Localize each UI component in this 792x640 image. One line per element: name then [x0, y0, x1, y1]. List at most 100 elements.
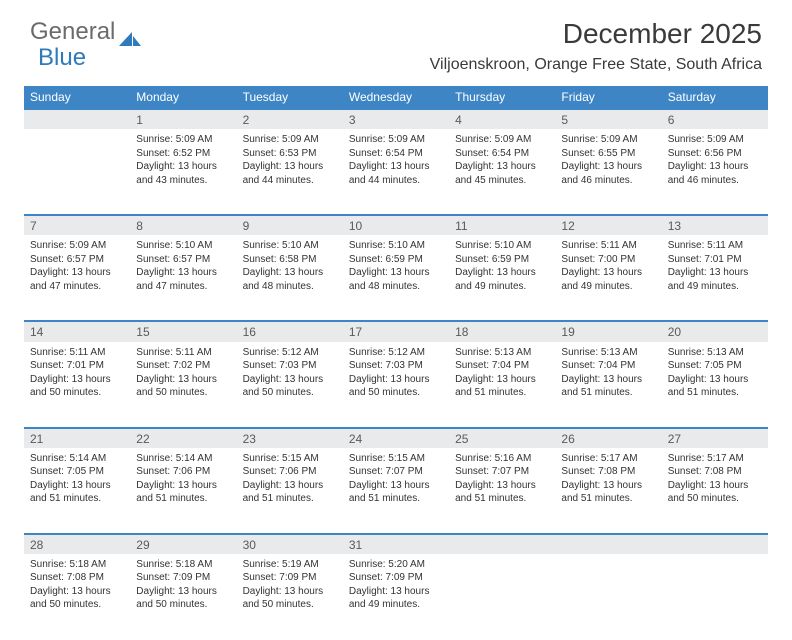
weekday-header: Sunday — [24, 86, 130, 109]
day-content-cell: Sunrise: 5:09 AMSunset: 6:55 PMDaylight:… — [555, 129, 661, 215]
daylight-line2: and 50 minutes. — [668, 492, 762, 506]
sunset-text: Sunset: 7:09 PM — [243, 571, 337, 585]
day-content-cell: Sunrise: 5:11 AMSunset: 7:02 PMDaylight:… — [130, 342, 236, 428]
daylight-line2: and 51 minutes. — [455, 386, 549, 400]
day-content-cell: Sunrise: 5:14 AMSunset: 7:05 PMDaylight:… — [24, 448, 130, 534]
day-content-cell: Sunrise: 5:10 AMSunset: 6:59 PMDaylight:… — [449, 235, 555, 321]
sunrise-text: Sunrise: 5:18 AM — [30, 558, 124, 572]
daylight-line1: Daylight: 13 hours — [455, 160, 549, 174]
sunrise-text: Sunrise: 5:10 AM — [349, 239, 443, 253]
sunset-text: Sunset: 7:05 PM — [668, 359, 762, 373]
sunset-text: Sunset: 7:04 PM — [455, 359, 549, 373]
location-text: Viljoenskroon, Orange Free State, South … — [430, 56, 762, 74]
sunset-text: Sunset: 7:08 PM — [30, 571, 124, 585]
day-content-cell: Sunrise: 5:18 AMSunset: 7:08 PMDaylight:… — [24, 554, 130, 640]
weekday-header: Wednesday — [343, 86, 449, 109]
day-content-cell: Sunrise: 5:10 AMSunset: 6:58 PMDaylight:… — [237, 235, 343, 321]
daylight-line2: and 51 minutes. — [668, 386, 762, 400]
day-number-cell: 13 — [662, 215, 768, 235]
month-title: December 2025 — [430, 18, 762, 50]
day-number-cell: 29 — [130, 534, 236, 554]
sunrise-text: Sunrise: 5:11 AM — [136, 346, 230, 360]
daylight-line2: and 50 minutes. — [30, 386, 124, 400]
sunrise-text: Sunrise: 5:17 AM — [561, 452, 655, 466]
day-content-cell: Sunrise: 5:14 AMSunset: 7:06 PMDaylight:… — [130, 448, 236, 534]
daylight-line2: and 43 minutes. — [136, 174, 230, 188]
sunset-text: Sunset: 7:01 PM — [668, 253, 762, 267]
daynum-row: 78910111213 — [24, 215, 768, 235]
day-content-cell — [662, 554, 768, 640]
sunrise-text: Sunrise: 5:09 AM — [30, 239, 124, 253]
day-content-cell — [24, 129, 130, 215]
day-content-cell: Sunrise: 5:18 AMSunset: 7:09 PMDaylight:… — [130, 554, 236, 640]
daylight-line2: and 51 minutes. — [455, 492, 549, 506]
sunset-text: Sunset: 7:00 PM — [561, 253, 655, 267]
daylight-line2: and 51 minutes. — [561, 492, 655, 506]
day-content-cell: Sunrise: 5:09 AMSunset: 6:54 PMDaylight:… — [343, 129, 449, 215]
daylight-line1: Daylight: 13 hours — [30, 479, 124, 493]
daylight-line2: and 49 minutes. — [455, 280, 549, 294]
sunrise-text: Sunrise: 5:09 AM — [455, 133, 549, 147]
day-number-cell: 25 — [449, 428, 555, 448]
daylight-line1: Daylight: 13 hours — [349, 585, 443, 599]
daylight-line1: Daylight: 13 hours — [136, 160, 230, 174]
day-number-cell: 4 — [449, 109, 555, 129]
day-number-cell: 2 — [237, 109, 343, 129]
daylight-line1: Daylight: 13 hours — [455, 266, 549, 280]
daylight-line1: Daylight: 13 hours — [561, 479, 655, 493]
daylight-line2: and 50 minutes. — [136, 598, 230, 612]
day-content-cell — [449, 554, 555, 640]
day-number-cell: 17 — [343, 321, 449, 341]
sunset-text: Sunset: 6:57 PM — [136, 253, 230, 267]
day-number-cell: 30 — [237, 534, 343, 554]
daylight-line2: and 47 minutes. — [136, 280, 230, 294]
sunrise-text: Sunrise: 5:18 AM — [136, 558, 230, 572]
title-block: December 2025 Viljoenskroon, Orange Free… — [430, 18, 762, 74]
sunset-text: Sunset: 6:57 PM — [30, 253, 124, 267]
daylight-line1: Daylight: 13 hours — [668, 479, 762, 493]
sunset-text: Sunset: 6:52 PM — [136, 147, 230, 161]
day-number-cell: 23 — [237, 428, 343, 448]
daynum-row: 14151617181920 — [24, 321, 768, 341]
sunset-text: Sunset: 6:53 PM — [243, 147, 337, 161]
daylight-line2: and 49 minutes. — [349, 598, 443, 612]
sunrise-text: Sunrise: 5:12 AM — [349, 346, 443, 360]
daylight-line1: Daylight: 13 hours — [668, 160, 762, 174]
daylight-line2: and 49 minutes. — [668, 280, 762, 294]
sunrise-text: Sunrise: 5:10 AM — [243, 239, 337, 253]
day-content-cell: Sunrise: 5:12 AMSunset: 7:03 PMDaylight:… — [237, 342, 343, 428]
day-number-cell: 21 — [24, 428, 130, 448]
day-content-cell: Sunrise: 5:16 AMSunset: 7:07 PMDaylight:… — [449, 448, 555, 534]
sunrise-text: Sunrise: 5:15 AM — [243, 452, 337, 466]
daylight-line1: Daylight: 13 hours — [455, 479, 549, 493]
day-content-cell: Sunrise: 5:10 AMSunset: 6:57 PMDaylight:… — [130, 235, 236, 321]
content-row: Sunrise: 5:09 AMSunset: 6:57 PMDaylight:… — [24, 235, 768, 321]
daylight-line1: Daylight: 13 hours — [136, 479, 230, 493]
daylight-line1: Daylight: 13 hours — [668, 373, 762, 387]
daylight-line2: and 47 minutes. — [30, 280, 124, 294]
sunrise-text: Sunrise: 5:14 AM — [30, 452, 124, 466]
daylight-line1: Daylight: 13 hours — [136, 373, 230, 387]
day-content-cell — [555, 554, 661, 640]
day-number-cell: 20 — [662, 321, 768, 341]
sunrise-text: Sunrise: 5:14 AM — [136, 452, 230, 466]
day-content-cell: Sunrise: 5:17 AMSunset: 7:08 PMDaylight:… — [662, 448, 768, 534]
daylight-line2: and 44 minutes. — [349, 174, 443, 188]
day-content-cell: Sunrise: 5:20 AMSunset: 7:09 PMDaylight:… — [343, 554, 449, 640]
sunrise-text: Sunrise: 5:09 AM — [668, 133, 762, 147]
daylight-line1: Daylight: 13 hours — [136, 585, 230, 599]
day-number-cell: 18 — [449, 321, 555, 341]
daylight-line2: and 49 minutes. — [561, 280, 655, 294]
content-row: Sunrise: 5:09 AMSunset: 6:52 PMDaylight:… — [24, 129, 768, 215]
day-number-cell: 7 — [24, 215, 130, 235]
sunrise-text: Sunrise: 5:11 AM — [668, 239, 762, 253]
sunset-text: Sunset: 7:07 PM — [455, 465, 549, 479]
content-row: Sunrise: 5:18 AMSunset: 7:08 PMDaylight:… — [24, 554, 768, 640]
day-number-cell: 27 — [662, 428, 768, 448]
day-number-cell: 31 — [343, 534, 449, 554]
brand-sail-icon — [119, 25, 141, 39]
day-number-cell — [24, 109, 130, 129]
day-number-cell: 15 — [130, 321, 236, 341]
daylight-line1: Daylight: 13 hours — [349, 479, 443, 493]
day-number-cell: 11 — [449, 215, 555, 235]
